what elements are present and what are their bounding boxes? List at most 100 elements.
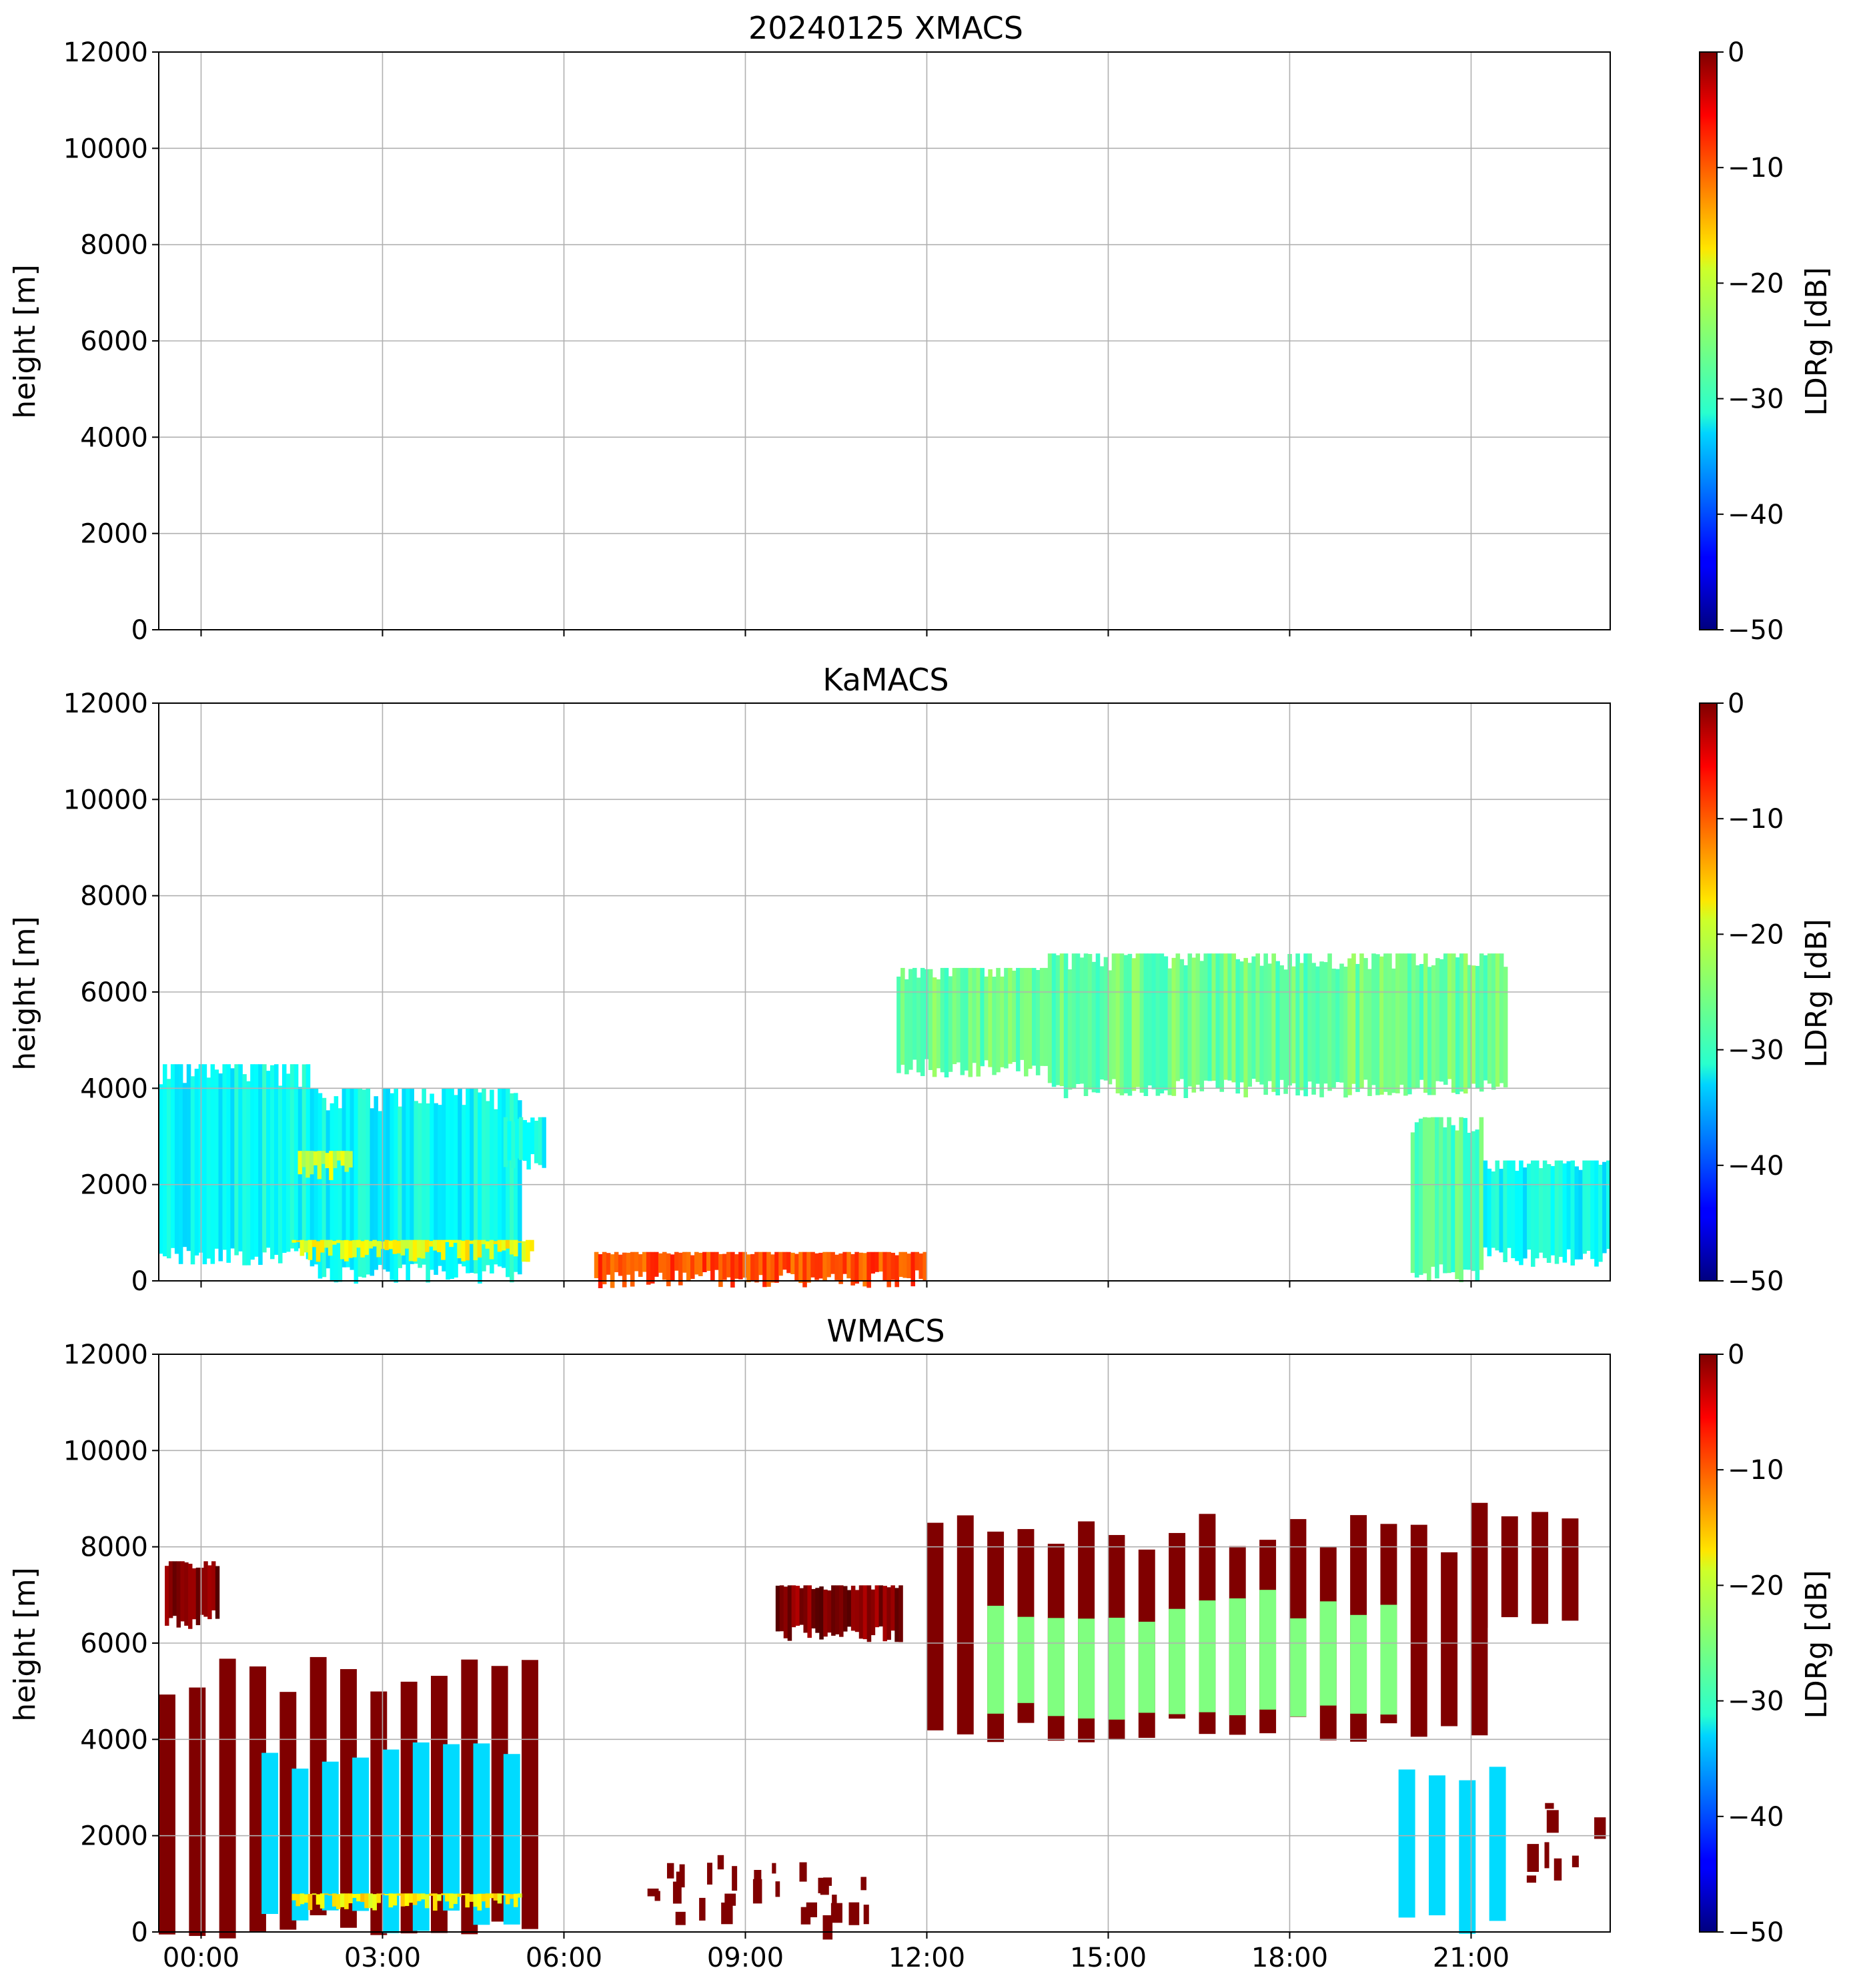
data-column bbox=[1427, 967, 1432, 1095]
data-column bbox=[334, 1096, 339, 1283]
data-column bbox=[1075, 953, 1081, 1084]
colorbar-tick-label: −30 bbox=[1728, 384, 1784, 415]
x-tick-label: 03:00 bbox=[344, 1943, 421, 1973]
data-column bbox=[422, 1088, 426, 1265]
data-column bbox=[526, 1122, 531, 1170]
data-column bbox=[882, 1586, 887, 1642]
data-column bbox=[807, 1585, 812, 1638]
data-column bbox=[1247, 963, 1252, 1087]
data-column bbox=[518, 1100, 522, 1275]
data-column bbox=[678, 1252, 683, 1286]
data-column bbox=[1410, 1132, 1415, 1274]
data-speckle bbox=[721, 1902, 733, 1925]
data-column bbox=[1538, 1168, 1543, 1253]
data-column bbox=[494, 1109, 498, 1265]
data-column bbox=[626, 1252, 631, 1275]
data-column bbox=[180, 1561, 185, 1622]
data-speckle bbox=[1527, 1844, 1539, 1872]
data-speckle bbox=[1554, 1858, 1562, 1881]
data-column bbox=[1139, 953, 1145, 1093]
data-column bbox=[400, 1239, 406, 1256]
data-speckle bbox=[754, 1870, 762, 1884]
data-speckle bbox=[699, 1897, 706, 1921]
data-column bbox=[301, 1151, 306, 1167]
data-stripe bbox=[1398, 1769, 1415, 1918]
x-tick-label: 12:00 bbox=[888, 1943, 965, 1973]
data-speckle bbox=[848, 1902, 860, 1925]
data-column bbox=[976, 967, 981, 1077]
data-column bbox=[638, 1254, 643, 1277]
data-column bbox=[458, 1088, 462, 1264]
x-tick-label: 06:00 bbox=[526, 1943, 602, 1973]
data-column bbox=[364, 1893, 369, 1909]
data-speckle bbox=[1526, 1875, 1537, 1883]
data-column bbox=[184, 1562, 189, 1626]
data-column bbox=[646, 1252, 651, 1285]
data-column bbox=[352, 1893, 357, 1898]
data-column bbox=[1483, 955, 1488, 1081]
data-column bbox=[356, 1239, 361, 1248]
colorbar-tick-label: 0 bbox=[1728, 1340, 1744, 1370]
data-column bbox=[446, 1088, 450, 1280]
data-column bbox=[416, 1239, 422, 1258]
data-column bbox=[1463, 953, 1468, 1094]
y-axis-label: height [m] bbox=[8, 1567, 42, 1721]
data-column bbox=[980, 967, 985, 1067]
data-column bbox=[910, 1252, 916, 1287]
data-column bbox=[428, 1241, 434, 1247]
data-stripe bbox=[1429, 1775, 1445, 1916]
data-speckle bbox=[822, 1915, 833, 1940]
data-column bbox=[674, 1252, 679, 1271]
data-column bbox=[1012, 971, 1017, 1062]
data-column bbox=[1263, 953, 1268, 1095]
data-speckle bbox=[799, 1862, 807, 1882]
data-speckle bbox=[860, 1877, 866, 1891]
data-column bbox=[1203, 953, 1209, 1081]
data-column bbox=[1047, 953, 1053, 1083]
data-column bbox=[710, 1252, 715, 1281]
data-column bbox=[400, 1893, 406, 1907]
data-column bbox=[779, 1585, 784, 1632]
data-column bbox=[932, 977, 937, 1077]
data-column bbox=[493, 1893, 498, 1901]
data-column bbox=[376, 1893, 382, 1903]
data-column bbox=[1095, 953, 1101, 1093]
data-column bbox=[438, 1105, 442, 1266]
data-column bbox=[1099, 966, 1105, 1080]
data-column bbox=[766, 1252, 771, 1287]
data-stripe bbox=[957, 1515, 974, 1734]
data-column bbox=[1231, 953, 1237, 1083]
colorbar-tick-label: −50 bbox=[1728, 615, 1784, 646]
data-column bbox=[898, 1252, 904, 1278]
data-column bbox=[698, 1252, 703, 1276]
data-column bbox=[702, 1252, 707, 1272]
data-column bbox=[1343, 966, 1348, 1098]
data-column bbox=[1475, 965, 1480, 1089]
data-column bbox=[465, 1239, 470, 1261]
data-column bbox=[388, 1893, 394, 1908]
data-column bbox=[870, 1252, 875, 1274]
data-column bbox=[890, 1585, 895, 1631]
data-column bbox=[1519, 1160, 1523, 1266]
colorbar-label: LDRg [dB] bbox=[1800, 267, 1834, 416]
data-column bbox=[454, 1095, 458, 1278]
data-stripe bbox=[1229, 1598, 1246, 1716]
data-column bbox=[346, 1088, 351, 1268]
data-column bbox=[285, 1073, 291, 1252]
data-stripe bbox=[1169, 1608, 1186, 1714]
data-column bbox=[1447, 953, 1452, 1079]
panel-wmacs: WMACS height [m] 0 2000 4000 6000 8000 10000 1… bbox=[8, 1313, 1834, 1973]
x-tick-label: 00:00 bbox=[163, 1943, 239, 1973]
data-speckle bbox=[1545, 1803, 1554, 1809]
data-column bbox=[218, 1073, 223, 1262]
data-column bbox=[457, 1893, 462, 1897]
data-column bbox=[461, 1240, 466, 1262]
data-stripe bbox=[1562, 1518, 1579, 1621]
data-speckle bbox=[1544, 1842, 1550, 1869]
data-stripe bbox=[1410, 1524, 1427, 1737]
x-tick-label: 09:00 bbox=[707, 1943, 784, 1973]
data-column bbox=[313, 1151, 318, 1165]
data-column bbox=[358, 1088, 363, 1277]
data-column bbox=[1411, 953, 1416, 1089]
